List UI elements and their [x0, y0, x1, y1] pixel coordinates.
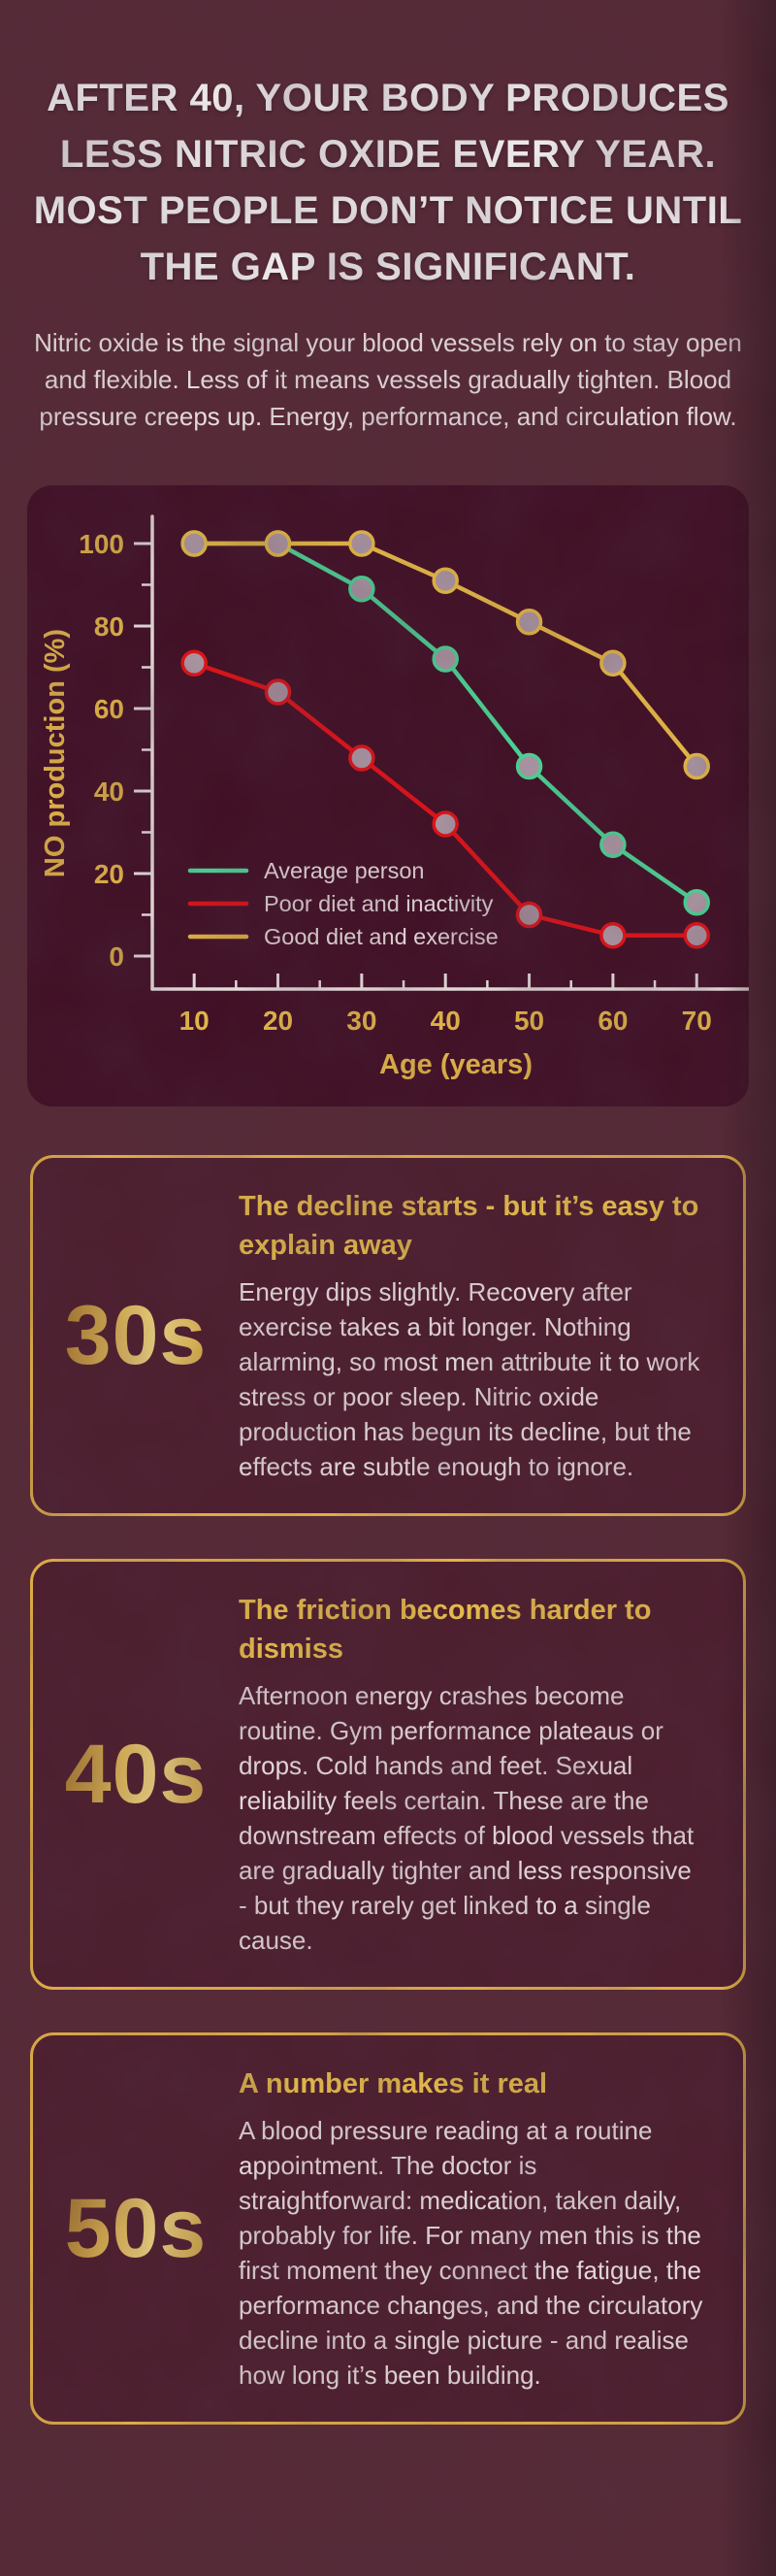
y-tick-label: 80 — [94, 611, 124, 642]
page-title: AFTER 40, YOUR BODY PRODUCES LESS NITRIC… — [33, 77, 743, 288]
page-subtitle: Nitric oxide is the signal your blood ve… — [34, 328, 742, 431]
marker-poor-diet-and-inactivity-age-10 — [180, 649, 208, 677]
no-production-chart-panel: 0 20 40 60 80 100 10 20 30 40 50 60 70 Age (years) NO … — [27, 485, 749, 1106]
marker-good-diet-and-exercise-age-60 — [599, 649, 627, 677]
x-axis-title: Age (years) — [379, 1049, 533, 1080]
decade-number-column: 40s — [33, 1562, 239, 1987]
no-production-line-chart: 0 20 40 60 80 100 10 20 30 40 50 60 70 Age (years) NO … — [40, 514, 749, 1080]
decade-card-50s: 50s A number makes it real A blood press… — [30, 2032, 746, 2425]
y-tick-label: 20 — [94, 859, 124, 889]
decade-label-50s: 50s — [64, 2181, 208, 2275]
marker-poor-diet-and-inactivity-age-20 — [264, 678, 292, 706]
marker-poor-diet-and-inactivity-age-50 — [515, 901, 543, 929]
x-tick-label: 50 — [514, 1006, 544, 1036]
card-body-40s: Afternoon energy crashes become routine.… — [239, 1681, 695, 1955]
x-tick-label: 60 — [598, 1006, 628, 1036]
decade-number-column: 30s — [33, 1158, 239, 1513]
card-title-40s: The friction becomes harder to dismiss — [239, 1595, 652, 1665]
marker-poor-diet-and-inactivity-age-40 — [432, 810, 459, 838]
marker-poor-diet-and-inactivity-age-60 — [599, 922, 627, 949]
marker-average-person-age-60 — [599, 831, 627, 858]
y-axis-title: NO production (%) — [40, 629, 71, 877]
marker-average-person-age-70 — [683, 889, 710, 916]
card-body-30s: Energy dips slightly. Recovery after exe… — [239, 1277, 700, 1481]
marker-good-diet-and-exercise-age-10 — [180, 530, 208, 557]
legend-label-good-diet-and-exercise: Good diet and exercise — [264, 924, 499, 949]
card-content: A number makes it real A blood pressure … — [239, 2035, 743, 2422]
legend-label-poor-diet-and-inactivity: Poor diet and inactivity — [264, 891, 494, 916]
decade-label-30s: 30s — [64, 1288, 208, 1382]
card-body-50s: A blood pressure reading at a routine ap… — [239, 2116, 703, 2390]
marker-average-person-age-30 — [348, 576, 375, 603]
card-title-30s: The decline starts - but it’s easy to ex… — [239, 1191, 699, 1261]
decade-card-30s: 30s The decline starts - but it’s easy t… — [30, 1155, 746, 1516]
marker-good-diet-and-exercise-age-70 — [683, 752, 710, 780]
y-tick-label: 0 — [109, 941, 124, 972]
legend-label-average-person: Average person — [264, 858, 425, 883]
decade-card-40s: 40s The friction becomes harder to dismi… — [30, 1559, 746, 1990]
marker-average-person-age-50 — [515, 752, 543, 780]
marker-good-diet-and-exercise-age-30 — [348, 530, 375, 557]
y-tick-label: 60 — [94, 694, 124, 724]
x-tick-label: 70 — [682, 1006, 712, 1036]
marker-poor-diet-and-inactivity-age-70 — [683, 922, 710, 949]
decade-number-column: 50s — [33, 2035, 239, 2422]
marker-good-diet-and-exercise-age-50 — [515, 609, 543, 636]
marker-average-person-age-40 — [432, 645, 459, 673]
decade-label-40s: 40s — [64, 1727, 208, 1821]
marker-poor-diet-and-inactivity-age-30 — [348, 744, 375, 772]
x-tick-label: 20 — [263, 1006, 293, 1036]
x-tick-label: 40 — [431, 1006, 461, 1036]
card-content: The decline starts - but it’s easy to ex… — [239, 1158, 743, 1513]
y-tick-label: 100 — [79, 529, 124, 559]
x-tick-label: 30 — [346, 1006, 376, 1036]
card-title-50s: A number makes it real — [239, 2068, 548, 2099]
marker-good-diet-and-exercise-age-20 — [264, 530, 292, 557]
y-tick-label: 40 — [94, 776, 124, 807]
card-content: The friction becomes harder to dismiss A… — [239, 1562, 743, 1987]
marker-good-diet-and-exercise-age-40 — [432, 567, 459, 594]
x-tick-label: 10 — [179, 1006, 210, 1036]
